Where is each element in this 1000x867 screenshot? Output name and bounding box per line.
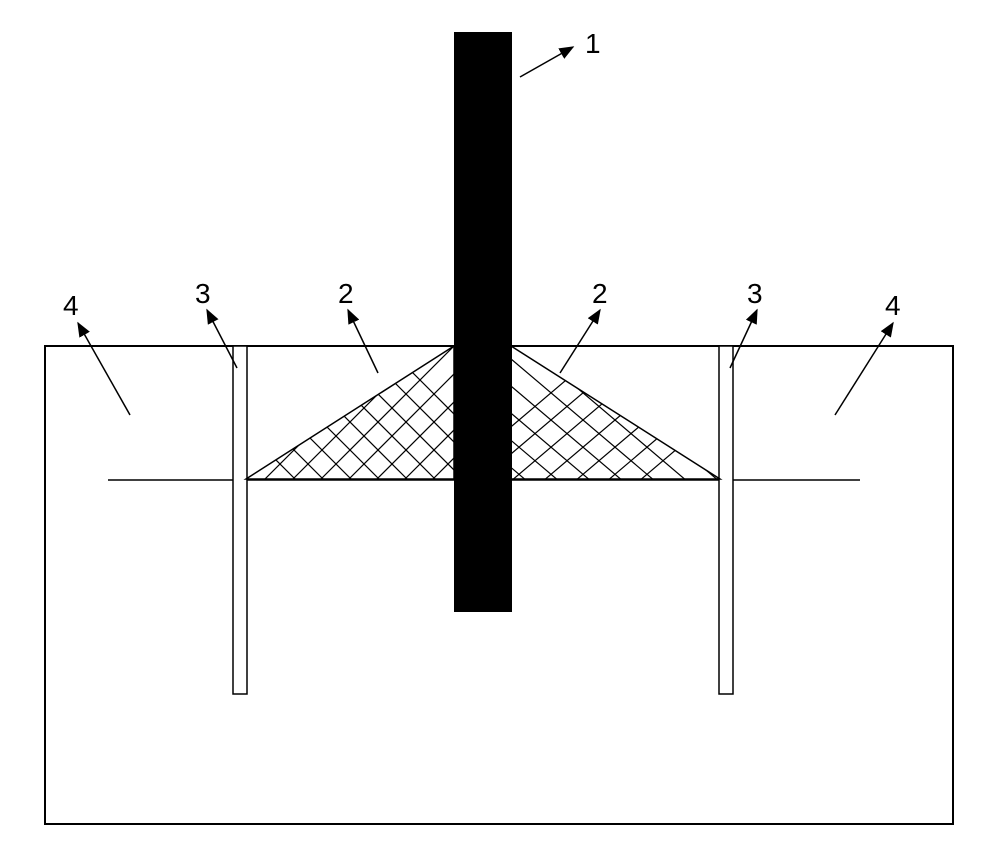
label-1: 1 [585, 28, 601, 60]
label-4-left: 4 [63, 290, 79, 322]
label-2-right: 2 [592, 278, 608, 310]
arrow-1 [520, 47, 573, 77]
diagram-container: 1 2 2 3 3 4 4 [0, 0, 1000, 862]
hatched-triangle-right [290, 280, 876, 560]
arrow-4-right [835, 323, 893, 415]
arrow-2-right [560, 310, 600, 373]
label-2-left: 2 [338, 278, 354, 310]
arrow-3-right [730, 310, 757, 368]
arrow-4-left [78, 323, 130, 415]
arrow-3-left [207, 310, 237, 368]
vertical-rod-right [719, 346, 733, 694]
label-3-left: 3 [195, 278, 211, 310]
center-pillar [454, 32, 512, 612]
arrow-2-left [348, 310, 378, 373]
vertical-rod-left [233, 346, 247, 694]
label-3-right: 3 [747, 278, 763, 310]
diagram-svg [0, 0, 1000, 862]
label-4-right: 4 [885, 290, 901, 322]
